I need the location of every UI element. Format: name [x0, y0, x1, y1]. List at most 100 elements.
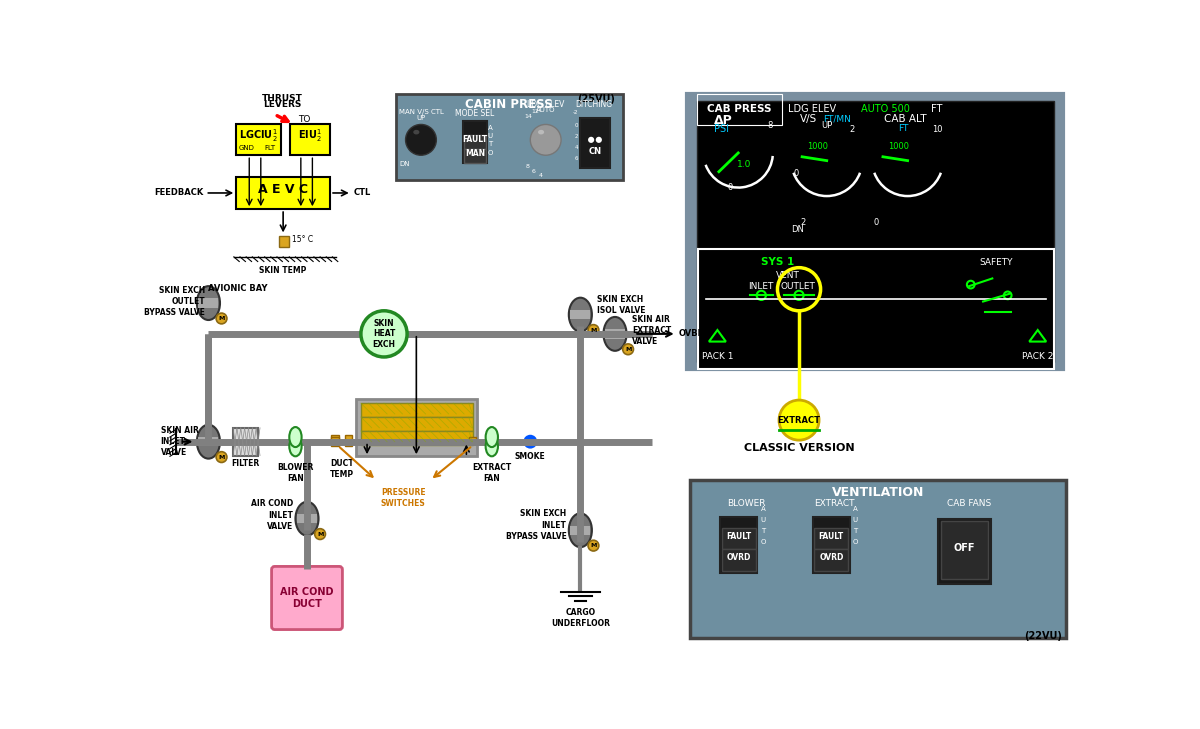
Text: CAB PRESS: CAB PRESS — [708, 104, 772, 114]
FancyBboxPatch shape — [815, 528, 848, 550]
FancyBboxPatch shape — [690, 480, 1067, 638]
Circle shape — [361, 311, 407, 357]
Text: CARGO
UNDERFLOOR: CARGO UNDERFLOOR — [551, 608, 610, 628]
Text: 12: 12 — [530, 109, 539, 114]
Circle shape — [314, 529, 325, 539]
Text: AVIONIC BAY: AVIONIC BAY — [209, 284, 268, 293]
Text: 2: 2 — [800, 218, 806, 227]
Text: EXTRACT: EXTRACT — [815, 499, 854, 507]
Bar — [198, 298, 218, 308]
Text: O: O — [487, 150, 493, 156]
Ellipse shape — [538, 130, 544, 134]
Bar — [605, 330, 625, 338]
Text: 14: 14 — [524, 114, 533, 120]
Text: -2: -2 — [572, 110, 578, 115]
Text: SKIN AIR
INLET
VALVE: SKIN AIR INLET VALVE — [161, 426, 198, 458]
Text: DUCT
TEMP: DUCT TEMP — [330, 459, 354, 479]
Ellipse shape — [289, 427, 301, 447]
FancyBboxPatch shape — [236, 125, 281, 155]
Bar — [233, 428, 258, 456]
Ellipse shape — [486, 436, 498, 456]
Circle shape — [588, 137, 594, 143]
Text: 2: 2 — [850, 125, 856, 134]
Text: SKIN EXCH
OUTLET
BYPASS VALVE: SKIN EXCH OUTLET BYPASS VALVE — [144, 286, 205, 317]
Text: 4: 4 — [575, 145, 578, 150]
Circle shape — [530, 125, 562, 155]
Text: U: U — [761, 517, 766, 523]
Text: OVRD: OVRD — [820, 553, 844, 563]
Text: ΔP: ΔP — [714, 114, 732, 128]
Text: FLT: FLT — [264, 144, 276, 151]
Text: 1000: 1000 — [888, 142, 908, 152]
Text: SKIN AIR
EXTRACT
VALVE: SKIN AIR EXTRACT VALVE — [632, 315, 671, 346]
Circle shape — [588, 540, 599, 551]
Text: 6: 6 — [532, 169, 535, 174]
Text: O: O — [760, 539, 766, 545]
Text: A E V C: A E V C — [258, 183, 308, 195]
FancyBboxPatch shape — [464, 149, 486, 163]
Text: PACK 2: PACK 2 — [1022, 351, 1054, 361]
Ellipse shape — [486, 427, 498, 447]
Bar — [469, 437, 476, 443]
Text: AUTO: AUTO — [536, 106, 556, 113]
Text: M: M — [590, 543, 596, 548]
Text: 0: 0 — [874, 218, 878, 227]
Bar — [570, 526, 590, 535]
Text: 1000: 1000 — [808, 142, 828, 152]
Text: M: M — [218, 316, 224, 321]
Circle shape — [523, 434, 538, 448]
Text: PSI: PSI — [714, 125, 728, 134]
Bar — [331, 437, 338, 443]
Bar — [296, 514, 317, 523]
Text: OFF: OFF — [954, 543, 976, 553]
FancyBboxPatch shape — [462, 120, 487, 163]
Text: CAB ALT: CAB ALT — [884, 114, 928, 125]
Text: 10: 10 — [932, 125, 943, 134]
Text: BLOWER: BLOWER — [727, 499, 766, 507]
Bar — [331, 434, 338, 445]
Bar — [361, 417, 473, 431]
Circle shape — [216, 452, 227, 462]
Ellipse shape — [197, 425, 220, 459]
Text: M: M — [317, 531, 323, 537]
Ellipse shape — [604, 317, 626, 351]
Text: U: U — [487, 133, 493, 139]
Text: 4: 4 — [539, 173, 542, 178]
Text: AIR COND
INLET
VALVE: AIR COND INLET VALVE — [251, 499, 293, 531]
Text: 1.0: 1.0 — [737, 160, 751, 169]
Text: FT/MN: FT/MN — [823, 114, 851, 123]
Text: AIR COND
DUCT: AIR COND DUCT — [281, 587, 334, 609]
Text: SKIN EXCH
INLET
BYPASS VALVE: SKIN EXCH INLET BYPASS VALVE — [505, 510, 566, 541]
Text: SKIN
HEAT
EXCH: SKIN HEAT EXCH — [372, 319, 396, 348]
Text: LGCIU$^1_2$: LGCIU$^1_2$ — [239, 127, 278, 144]
Text: PACK 1: PACK 1 — [702, 351, 733, 361]
Text: CTL: CTL — [354, 189, 371, 198]
Text: GND: GND — [239, 144, 254, 151]
Text: 0: 0 — [728, 183, 733, 192]
FancyBboxPatch shape — [697, 101, 1054, 362]
Ellipse shape — [413, 130, 420, 134]
Bar — [570, 310, 590, 319]
Text: SAFETY: SAFETY — [979, 258, 1013, 268]
Text: T: T — [488, 141, 492, 147]
Text: V/S: V/S — [800, 114, 817, 125]
Text: BLOWER
FAN: BLOWER FAN — [277, 463, 313, 483]
Text: EXTRACT: EXTRACT — [778, 416, 821, 424]
Text: CN: CN — [588, 147, 601, 156]
FancyBboxPatch shape — [464, 135, 486, 149]
Text: VENTILATION: VENTILATION — [832, 486, 924, 499]
Text: OVBD: OVBD — [679, 330, 706, 338]
Text: MAN V/S CTL: MAN V/S CTL — [398, 109, 443, 115]
Text: SMOKE: SMOKE — [515, 453, 546, 461]
FancyBboxPatch shape — [941, 521, 989, 579]
Text: TO: TO — [298, 115, 310, 125]
Text: SKIN TEMP: SKIN TEMP — [259, 266, 307, 275]
Text: INLET: INLET — [749, 282, 774, 292]
FancyBboxPatch shape — [271, 566, 342, 630]
Bar — [361, 431, 473, 445]
Ellipse shape — [295, 502, 318, 536]
FancyBboxPatch shape — [812, 517, 850, 572]
Ellipse shape — [569, 513, 592, 547]
Text: 2: 2 — [575, 134, 578, 139]
Text: (22VU): (22VU) — [1024, 631, 1062, 641]
